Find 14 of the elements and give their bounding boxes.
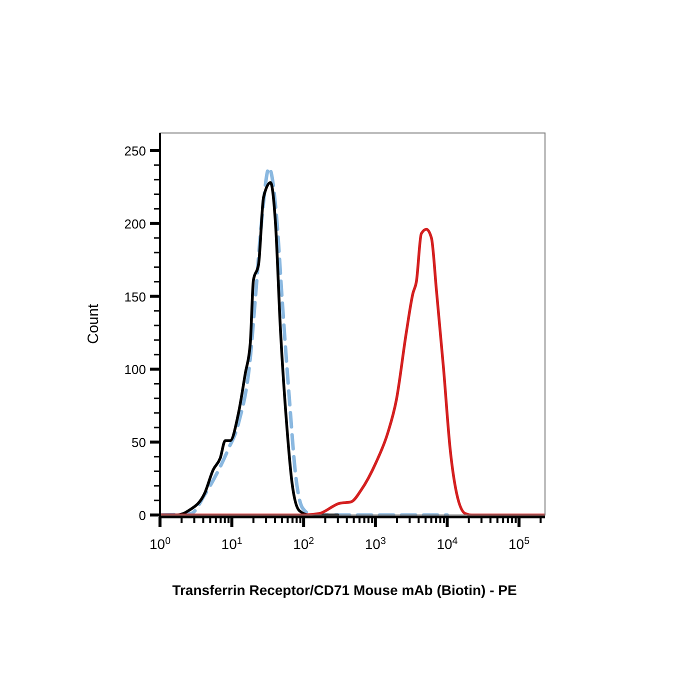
x-tick-label: 10$^{3}$ (364, 536, 386, 552)
y-tick-label: 200 (124, 216, 146, 232)
y-axis-title: Count (85, 303, 102, 344)
y-tick-label: 50 (132, 435, 146, 450)
y-tick-label: 250 (124, 143, 146, 158)
x-tick-label: 10$^{2}$ (293, 536, 314, 552)
y-tick-label: 0 (138, 508, 146, 523)
x-axis-title: Transferrin Receptor/CD71 Mouse mAb (Biotin) - PE (172, 582, 517, 598)
x-tick-label: 10$^{1}$ (221, 536, 242, 552)
x-tick-label: 10$^{5}$ (508, 536, 530, 552)
y-tick-label: 150 (124, 289, 146, 304)
y-tick-label: 100 (124, 362, 146, 378)
x-tick-label: 10$^{0}$ (149, 536, 172, 552)
x-tick-label: 10$^{4}$ (436, 536, 458, 552)
